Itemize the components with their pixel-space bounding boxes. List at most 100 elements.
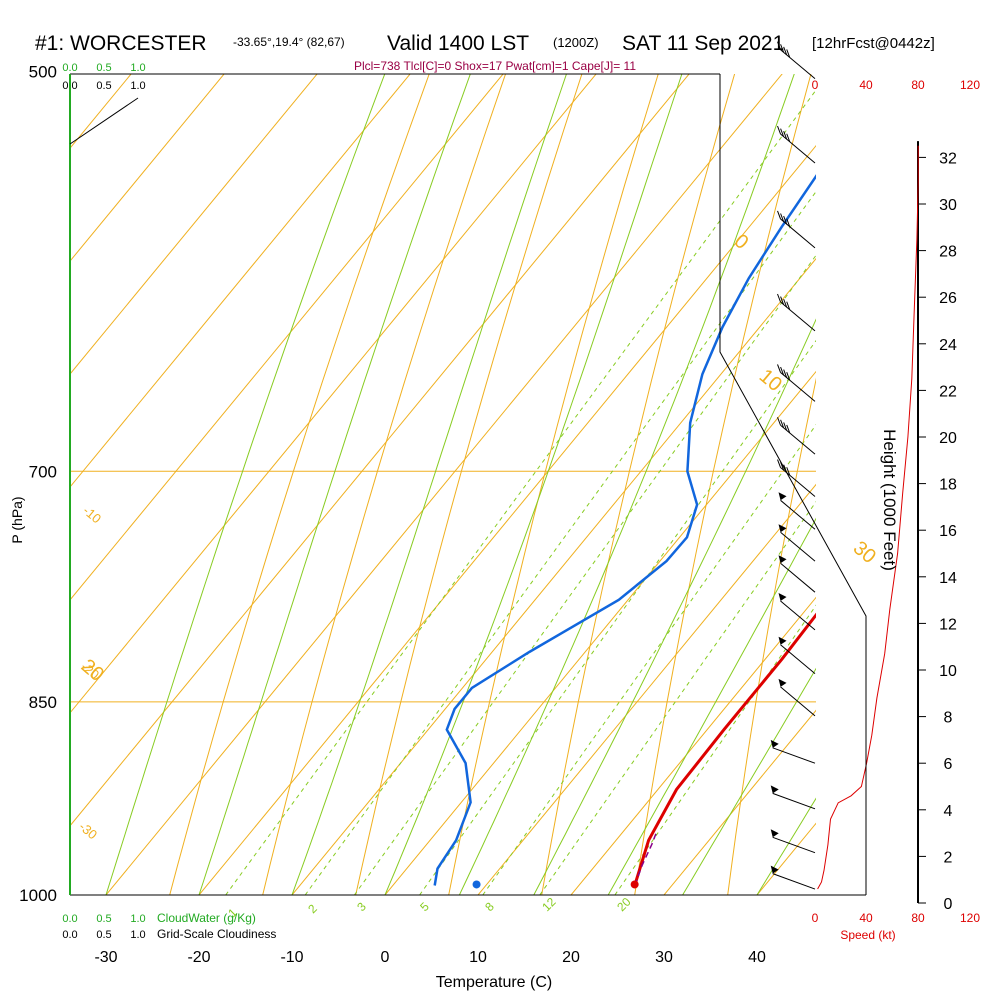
isotherm-label: -10 [80, 503, 104, 527]
wind-barb [778, 524, 816, 562]
wind-barb-flag [786, 133, 791, 142]
height-tick-20: 20 [939, 430, 957, 447]
wind-barb [777, 364, 816, 402]
isotherm-line [70, 74, 690, 827]
wind-barb-flag [777, 210, 781, 220]
moist-adiabat [607, 517, 816, 895]
speed-axis-label: Speed (kt) [840, 928, 895, 942]
mixing-ratio-line [482, 423, 816, 895]
wind-barb-pennant [778, 592, 787, 601]
forecast-info: [12hrFcst@0442z] [812, 35, 935, 52]
wind-barb [770, 829, 816, 854]
station-coords: -33.65°,19.4° (82,67) [233, 35, 345, 49]
wind-barb [770, 785, 816, 810]
wind-barb-flag [783, 131, 788, 140]
surface-temperature-marker [630, 880, 639, 889]
parcel-path [633, 831, 658, 886]
terrain-outline [719, 74, 867, 895]
cloudwater-tick-bottom-2: 1.0 [130, 913, 145, 925]
temperature-tick-20: 20 [562, 949, 580, 966]
speed-tick-bottom: 40 [859, 911, 873, 925]
wind-barb [777, 41, 816, 80]
wind-barb [778, 555, 816, 593]
speed-tick-bottom: 0 [812, 911, 819, 925]
wind-barb-flag [786, 424, 791, 434]
wind-barb-flag [780, 366, 785, 376]
isotherm-line [70, 74, 318, 375]
cloudiness-tick-top-2: 1.0 [130, 80, 145, 92]
wind-barb-flag [777, 459, 781, 468]
surface-dewpoint-marker [472, 880, 481, 889]
speed-tick-bottom: 80 [911, 911, 925, 925]
wind-barb-staff [772, 792, 816, 810]
mixing-ratio-label: 5 [417, 899, 432, 914]
cloudiness-label: Grid-Scale Cloudiness [157, 927, 276, 941]
mixing-ratio-label: 8 [482, 899, 497, 914]
mixing-ratio-label: 3 [354, 899, 369, 914]
dry-adiabat [262, 74, 507, 895]
wind-barb [778, 592, 816, 631]
height-tick-30: 30 [939, 197, 957, 214]
moist-adiabat [291, 74, 567, 895]
wind-barb-pennant [778, 678, 787, 687]
forecast-date: SAT 11 Sep 2021 [622, 32, 784, 55]
isotherm-line [70, 74, 411, 488]
wind-barb-staff [780, 301, 816, 332]
wind-barb [777, 125, 816, 164]
wind-barb-pennant [770, 785, 779, 794]
height-tick-8: 8 [944, 710, 953, 727]
wind-barb-flag [786, 218, 791, 227]
isotherm-line [105, 74, 783, 895]
wind-barb-staff [780, 686, 816, 717]
temperature-profile [633, 612, 816, 886]
isotherm-label: -30 [76, 819, 100, 843]
height-tick-14: 14 [939, 570, 957, 587]
moist-adiabat [533, 318, 816, 895]
wind-barb [778, 636, 816, 675]
isotherm-line [384, 370, 816, 895]
cloudwater-tick-top-0: 0.0 [62, 62, 77, 74]
wind-barb-flag [783, 298, 788, 308]
dry-adiabat [448, 74, 659, 895]
wind-barb-pennant [770, 865, 779, 874]
parameters-line: Plcl=738 Tlcl[C]=0 Shox=17 Pwat[cm]=1 Ca… [354, 59, 636, 73]
temperature-tick-0: 0 [381, 949, 390, 966]
height-tick-22: 22 [939, 383, 957, 400]
isotherm-label: 30 [849, 537, 880, 568]
wind-barb-flag [777, 417, 781, 426]
height-tick-24: 24 [939, 337, 957, 354]
wind-barb-staff [772, 747, 816, 764]
speed-tick-top: 0 [812, 78, 819, 92]
wind-barb-flag [786, 371, 791, 381]
moist-adiabat [105, 74, 386, 895]
mixing-ratio-line [614, 604, 816, 895]
cloudiness-tick-bottom-0: 0.0 [62, 929, 77, 941]
wind-barb-flag [780, 44, 785, 53]
height-tick-0: 0 [944, 896, 953, 913]
height-tick-10: 10 [939, 663, 957, 680]
height-tick-18: 18 [939, 477, 957, 494]
wind-barb [777, 293, 816, 332]
wind-barb-flag [786, 49, 791, 58]
isotherm-line [0, 0, 718, 895]
dry-adiabat [821, 0, 1000, 895]
wind-barb-flag [783, 215, 788, 225]
isotherm-line [570, 596, 816, 895]
dry-adiabat [914, 0, 1000, 895]
wind-barb-flag [786, 301, 791, 310]
wind-barb-staff [780, 499, 816, 530]
wind-barb-staff [780, 531, 816, 562]
y-axis-label: P (hPa) [9, 496, 25, 543]
wind-barb-staff [780, 644, 816, 675]
cloudwater-label: CloudWater (g/Kg) [157, 911, 256, 925]
wind-barb-staff [772, 836, 816, 854]
utc-time: (1200Z) [553, 35, 599, 50]
wind-barb-pennant [770, 739, 779, 748]
pressure-tick-850: 850 [29, 693, 57, 712]
wind-barb-pennant [778, 492, 787, 501]
wind-barb-flag [777, 364, 781, 373]
isotherm-line [198, 144, 816, 895]
pressure-tick-500: 500 [29, 63, 57, 82]
isotherm-line [70, 74, 225, 262]
